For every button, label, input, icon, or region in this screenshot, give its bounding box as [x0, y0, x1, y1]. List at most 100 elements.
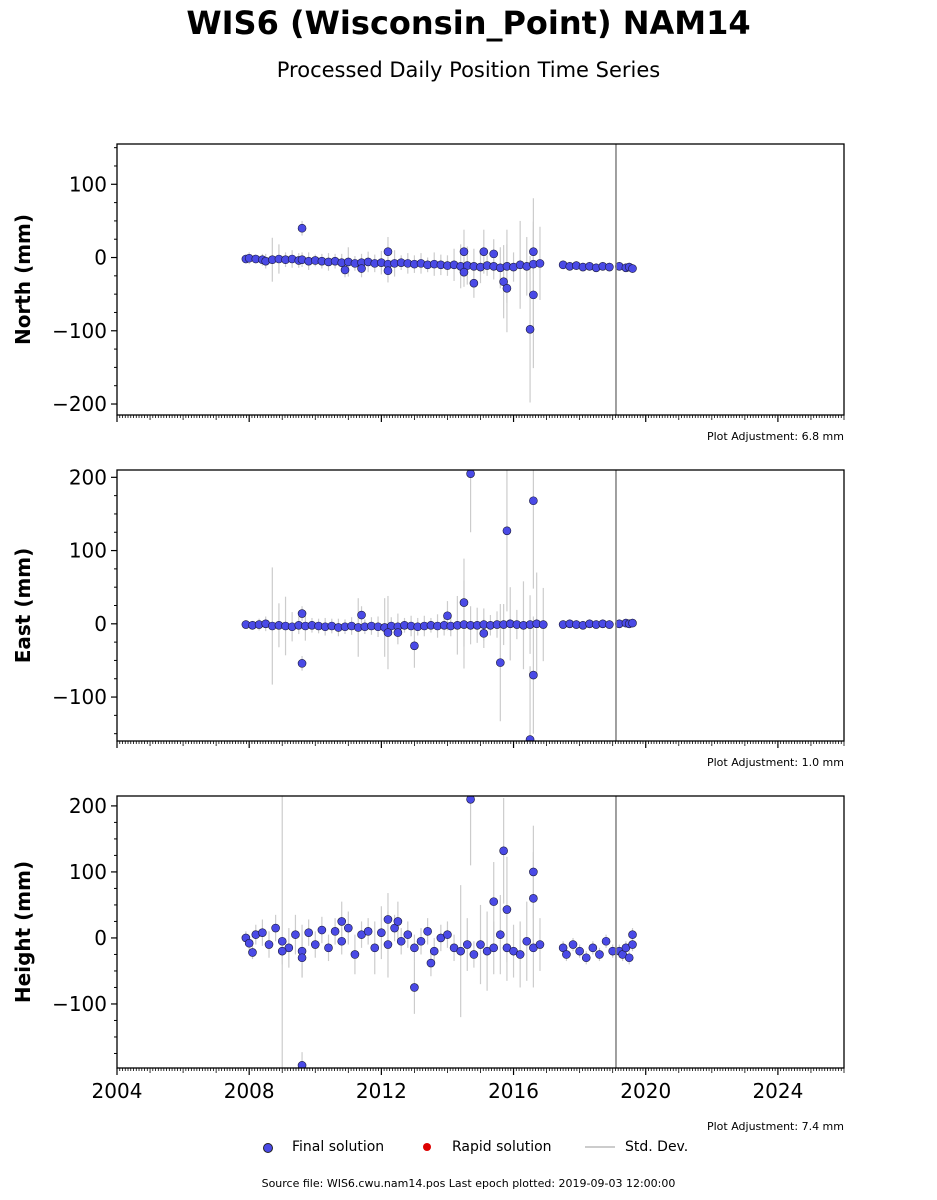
data-point: [317, 925, 327, 935]
data-point: [383, 628, 393, 637]
data-point: [595, 950, 604, 959]
legend-marker-final: [250, 1137, 284, 1157]
y-tick-label: 0: [94, 246, 107, 270]
panel-height: 200 100 0 −100 2004 2008 2012 2016 2020 2024 Heigh…: [11, 794, 845, 1133]
data-point: [529, 496, 538, 506]
data-point: [383, 940, 393, 949]
x-tick-label: 2016: [488, 1079, 539, 1103]
y-axis-title: East (mm): [11, 548, 35, 664]
data-point: [529, 867, 538, 877]
data-point: [277, 946, 287, 956]
data-point: [258, 928, 267, 937]
data-point: [426, 958, 436, 968]
data-point: [489, 897, 499, 906]
data-point: [575, 946, 584, 956]
data-point: [443, 930, 452, 939]
data-point: [456, 946, 465, 956]
data-point: [529, 894, 538, 903]
data-point: [393, 917, 403, 926]
y-tick-label: 0: [94, 926, 107, 950]
legend-label-final: Final solution: [292, 1139, 385, 1155]
data-point: [529, 290, 538, 300]
data-point: [393, 628, 403, 637]
y-tick-label: 100: [69, 860, 107, 884]
data-point: [337, 936, 347, 946]
data-point: [383, 915, 393, 924]
data-point: [248, 948, 257, 957]
panel-north: 100 0 −100 −200 North (mm) Plot Adjustment: 6…: [11, 143, 845, 443]
data-point: [291, 930, 300, 939]
data-point: [340, 265, 350, 275]
data-point: [529, 670, 538, 680]
data-point: [429, 946, 439, 956]
data-point: [628, 618, 637, 628]
data-point: [337, 917, 347, 926]
data-point: [535, 940, 545, 949]
data-point: [244, 938, 254, 948]
data-point: [538, 620, 548, 629]
data-point: [466, 796, 475, 804]
data-point: [459, 247, 469, 256]
data-points: [241, 470, 637, 741]
data-point: [297, 1061, 307, 1068]
y-tick-label: 0: [94, 612, 107, 636]
data-point: [529, 247, 538, 256]
legend-label-rapid: Rapid solution: [452, 1139, 552, 1155]
y-tick-label: 200: [69, 465, 107, 489]
data-point: [357, 610, 366, 620]
x-tick-label: 2008: [224, 1079, 275, 1103]
y-axis-title: Height (mm): [11, 861, 35, 1003]
data-points: [241, 223, 637, 334]
data-point: [363, 927, 373, 936]
data-point: [479, 247, 489, 256]
final-dot-icon: [263, 1143, 273, 1153]
data-point: [588, 943, 598, 953]
y-tick-label: 200: [69, 794, 107, 818]
chart-subtitle: Processed Daily Position Time Series: [276, 58, 661, 82]
legend-item-rapid: Rapid solution: [410, 1137, 552, 1157]
data-point: [443, 611, 452, 621]
data-point: [277, 936, 287, 946]
y-tick-label: −100: [52, 992, 107, 1016]
data-point: [525, 325, 535, 334]
data-point: [624, 953, 634, 963]
data-point: [324, 943, 333, 953]
plot-frame: [116, 469, 845, 742]
data-point: [502, 905, 512, 914]
data-point: [466, 470, 475, 478]
data-point: [396, 936, 406, 946]
data-point: [344, 923, 353, 933]
x-tick-label: 2020: [620, 1079, 671, 1103]
data-point: [304, 928, 313, 937]
data-point: [377, 928, 386, 937]
data-point: [628, 930, 637, 939]
data-point: [403, 930, 413, 939]
data-point: [502, 526, 512, 536]
chart-title: WIS6 (Wisconsin_Point) NAM14: [186, 4, 751, 42]
data-point: [489, 249, 499, 259]
data-point: [479, 629, 489, 638]
data-point: [459, 267, 469, 277]
data-point: [410, 641, 419, 651]
stddev-bars: [245, 796, 634, 1068]
data-point: [628, 264, 637, 273]
y-tick-label: −200: [52, 392, 107, 416]
legend: Final solution Rapid solution Std. Dev.: [0, 1137, 937, 1159]
data-point: [264, 940, 274, 949]
data-point: [297, 953, 307, 963]
data-point: [489, 943, 499, 953]
data-point: [423, 927, 432, 936]
y-tick-label: −100: [52, 319, 107, 343]
data-point: [535, 259, 545, 268]
legend-item-stddev: Std. Dev.: [583, 1137, 688, 1157]
data-point: [297, 659, 307, 668]
plot-adjustment-label: Plot Adjustment: 6.8 mm: [707, 430, 844, 443]
data-point: [469, 278, 479, 288]
y-tick-label: 100: [69, 172, 107, 196]
y-axis-title: North (mm): [11, 214, 35, 345]
plot-adjustment-label: Plot Adjustment: 7.4 mm: [707, 1120, 844, 1133]
rapid-dot-icon: [423, 1143, 431, 1151]
data-point: [383, 247, 393, 256]
source-footer: Source file: WIS6.cwu.nam14.pos Last epo…: [261, 1177, 676, 1190]
